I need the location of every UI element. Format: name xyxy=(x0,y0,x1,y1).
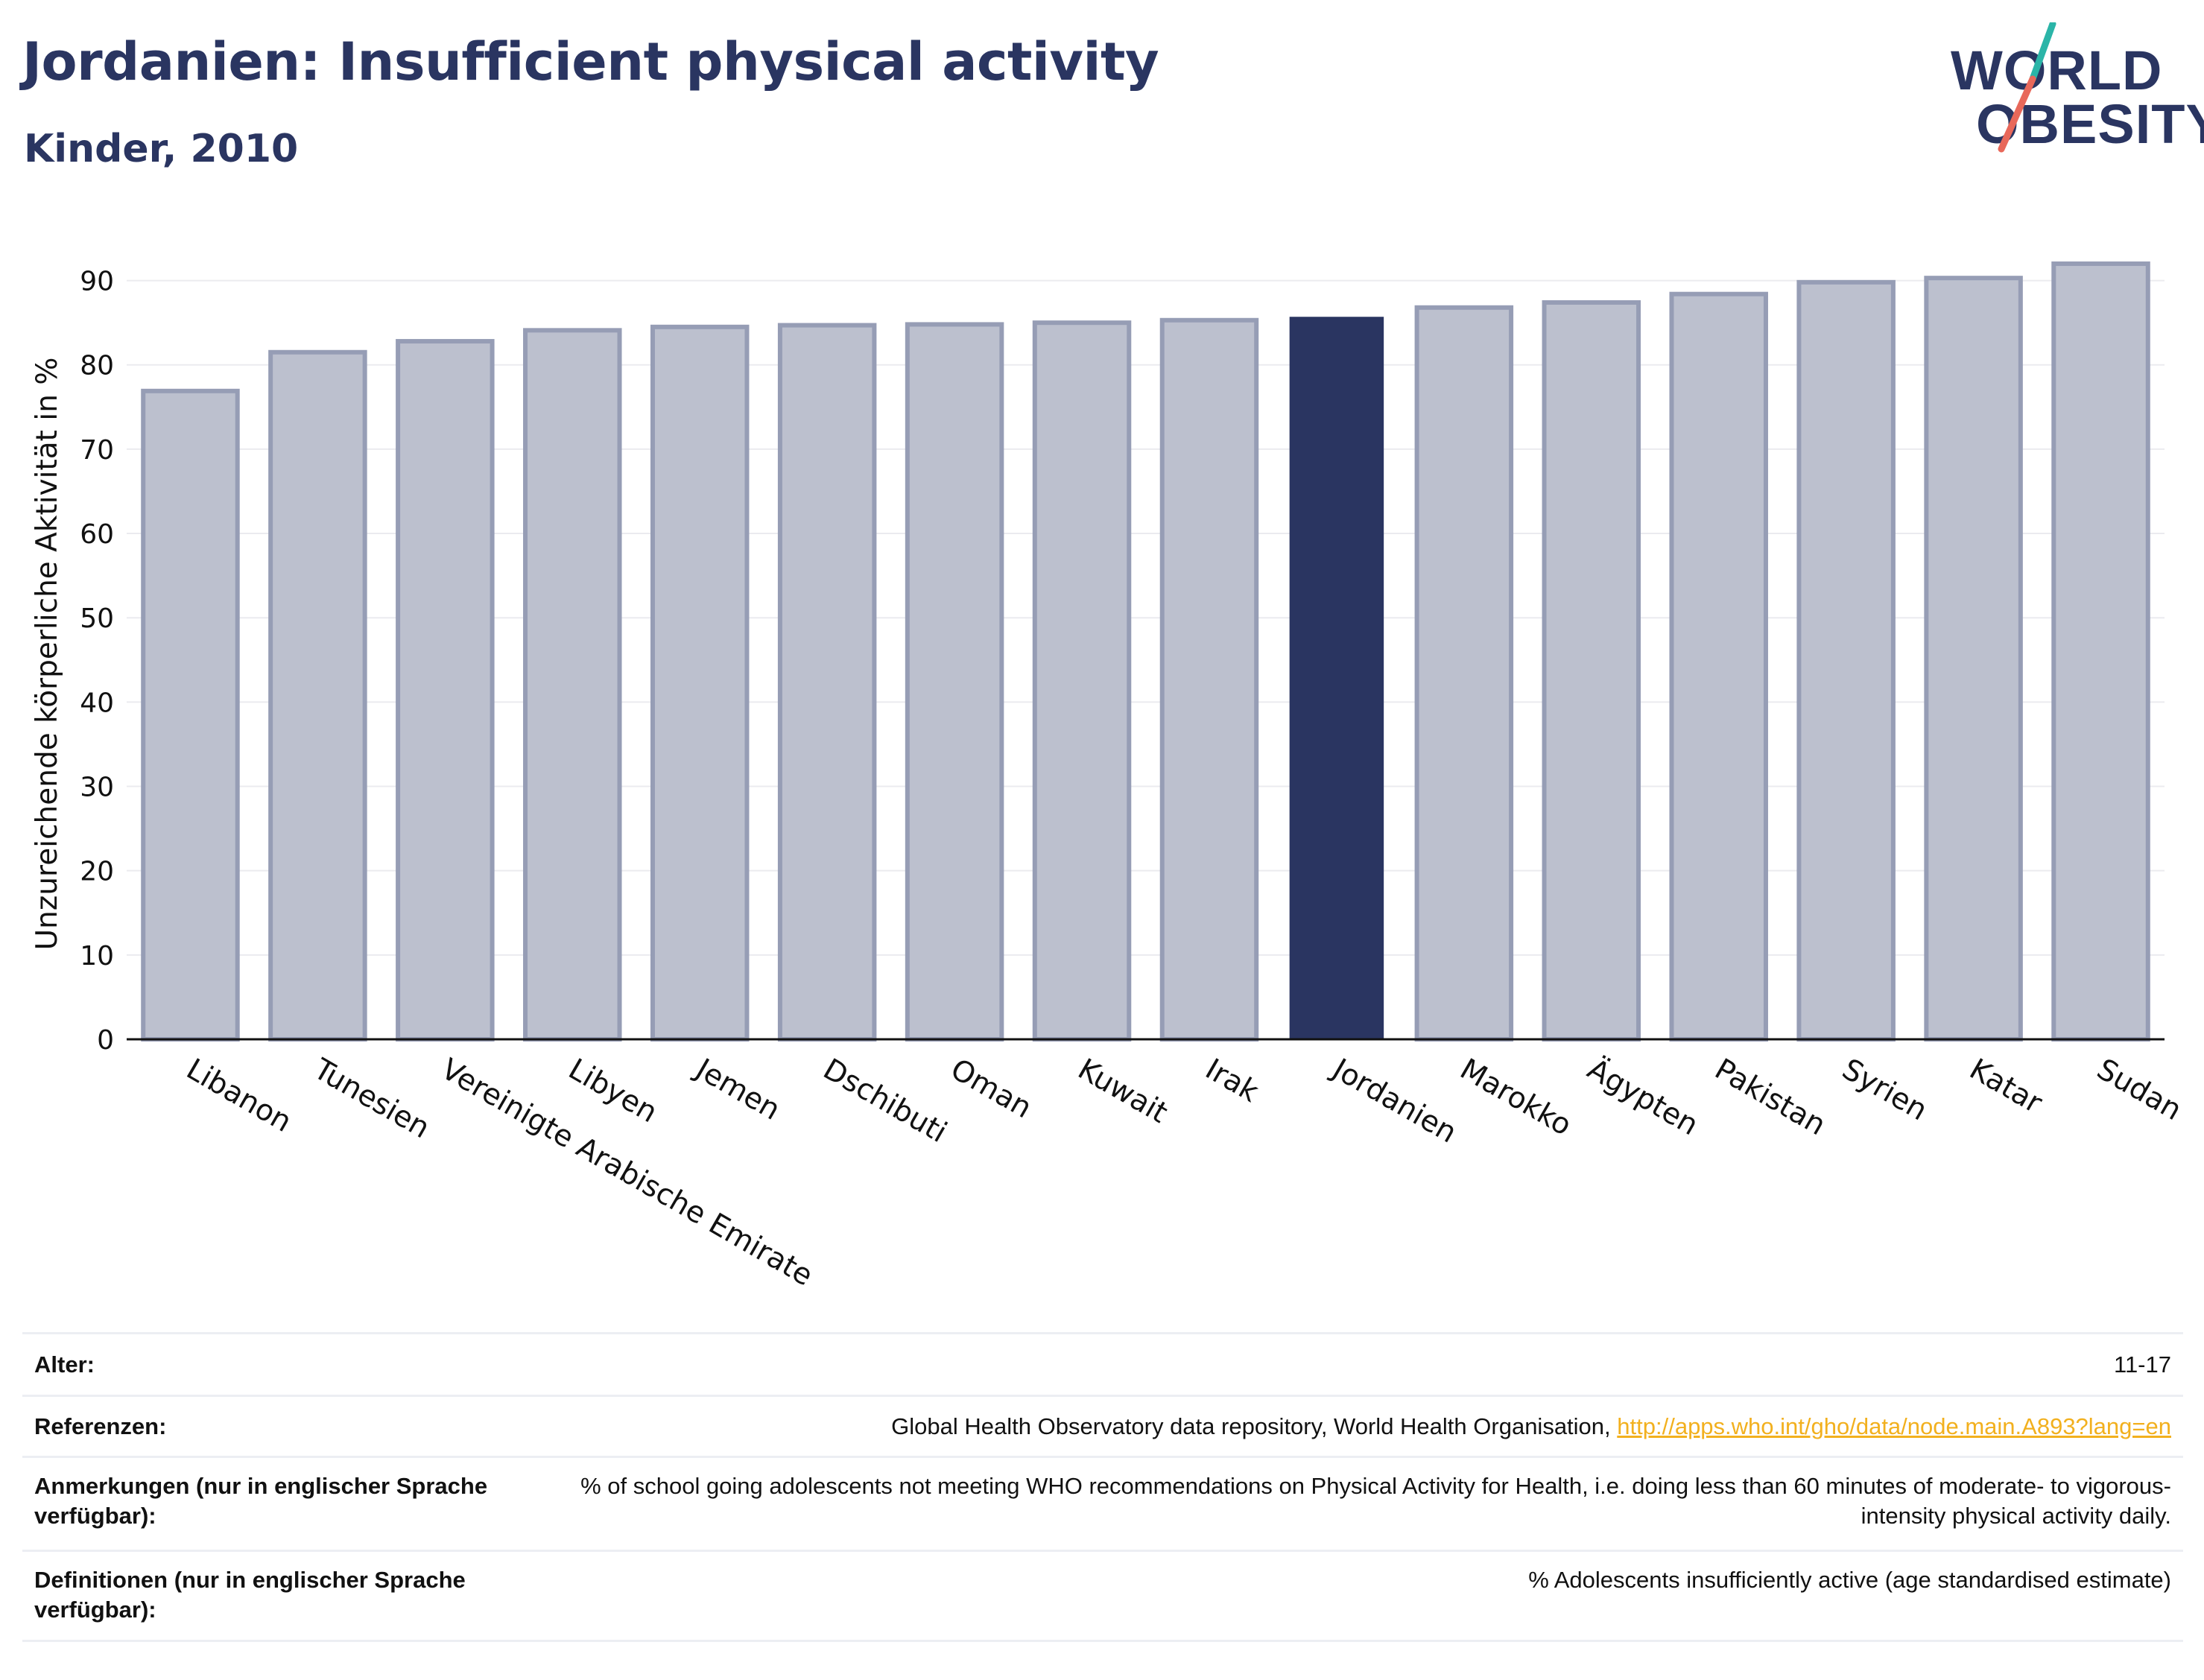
meta-value-definitions: % Adolescents insufficiently active (age… xyxy=(1528,1567,2171,1593)
x-tick-label: Syrien xyxy=(1837,1053,1933,1128)
bar xyxy=(1924,276,2023,1042)
meta-reference-link[interactable]: http://apps.who.int/gho/data/node.main.A… xyxy=(1617,1413,2171,1439)
y-tick-label: 70 xyxy=(80,435,114,466)
x-tick-label: Sudan xyxy=(2091,1053,2188,1127)
y-tick-label: 0 xyxy=(97,1025,114,1056)
bar xyxy=(777,323,877,1042)
bar xyxy=(1159,317,1259,1042)
meta-value-notes: % of school going adolescents not meetin… xyxy=(580,1473,2171,1529)
bar xyxy=(1796,279,1896,1042)
meta-label-definitions: Definitionen (nur in englischer Sprache … xyxy=(34,1567,466,1623)
meta-row-definitions: Definitionen (nur in englischer Sprache … xyxy=(22,1550,2183,1642)
world-obesity-logo: WORLD OBESITY xyxy=(1937,22,2204,156)
y-tick-label: 40 xyxy=(80,688,114,718)
y-axis-label: Unzureichende körperliche Aktivität in % xyxy=(31,358,64,951)
x-tick-label: Libyen xyxy=(563,1053,662,1130)
x-tick-label: Libanon xyxy=(180,1053,297,1139)
y-tick-label: 60 xyxy=(80,519,114,550)
metadata-table: Alter: 11-17 Referenzen: Global Health O… xyxy=(22,1332,2183,1642)
meta-value-references: Global Health Observatory data repositor… xyxy=(891,1412,2171,1442)
bar xyxy=(1542,300,1641,1042)
bar xyxy=(523,328,622,1042)
bar xyxy=(1669,291,1768,1042)
page-title: Jordanien: Insufficient physical activit… xyxy=(22,31,1159,92)
bar xyxy=(2051,261,2150,1042)
x-tick-label: Kuwait xyxy=(1072,1053,1173,1130)
y-tick-label: 30 xyxy=(80,773,114,803)
y-tick-label: 20 xyxy=(80,857,114,887)
x-tick-label: Jordanien xyxy=(1325,1051,1462,1150)
chart-bars xyxy=(141,261,2150,1042)
x-tick-label: Ägypten xyxy=(1582,1052,1704,1142)
bar xyxy=(396,339,495,1042)
logo-slash-icon xyxy=(1998,22,2056,153)
meta-reference-text: Global Health Observatory data repositor… xyxy=(891,1413,1611,1439)
x-tick-label: Marokko xyxy=(1454,1053,1577,1143)
meta-label-notes: Anmerkungen (nur in englischer Sprache v… xyxy=(34,1473,488,1529)
bar xyxy=(268,349,367,1042)
logo-text-world: WORLD xyxy=(1951,39,2163,101)
bar xyxy=(650,324,750,1042)
meta-row-notes: Anmerkungen (nur in englischer Sprache v… xyxy=(22,1456,2183,1550)
meta-label-age: Alter: xyxy=(34,1351,95,1378)
bar xyxy=(1032,320,1132,1042)
x-tick-label: Pakistan xyxy=(1709,1053,1831,1143)
bar-highlighted xyxy=(1289,317,1384,1040)
bar xyxy=(1414,305,1514,1042)
x-tick-label: Jemen xyxy=(688,1051,786,1127)
meta-row-age: Alter: 11-17 xyxy=(22,1332,2183,1395)
meta-label-references: Referenzen: xyxy=(34,1413,167,1439)
x-tick-label: Irak xyxy=(1200,1053,1264,1109)
y-tick-label: 80 xyxy=(80,351,114,381)
meta-value-age: 11-17 xyxy=(2114,1351,2171,1378)
y-tick-label: 50 xyxy=(80,603,114,634)
x-tick-label: Oman xyxy=(945,1053,1037,1126)
bar xyxy=(141,388,240,1042)
y-tick-label: 10 xyxy=(80,941,114,971)
page-subtitle: Kinder, 2010 xyxy=(24,127,299,171)
x-tick-label: Katar xyxy=(1964,1053,2048,1120)
x-tick-label: Tunesien xyxy=(308,1052,436,1145)
x-tick-label: Dschibuti xyxy=(817,1053,952,1150)
meta-row-references: Referenzen: Global Health Observatory da… xyxy=(22,1395,2183,1456)
bar xyxy=(905,322,1004,1042)
y-tick-label: 90 xyxy=(80,267,114,297)
